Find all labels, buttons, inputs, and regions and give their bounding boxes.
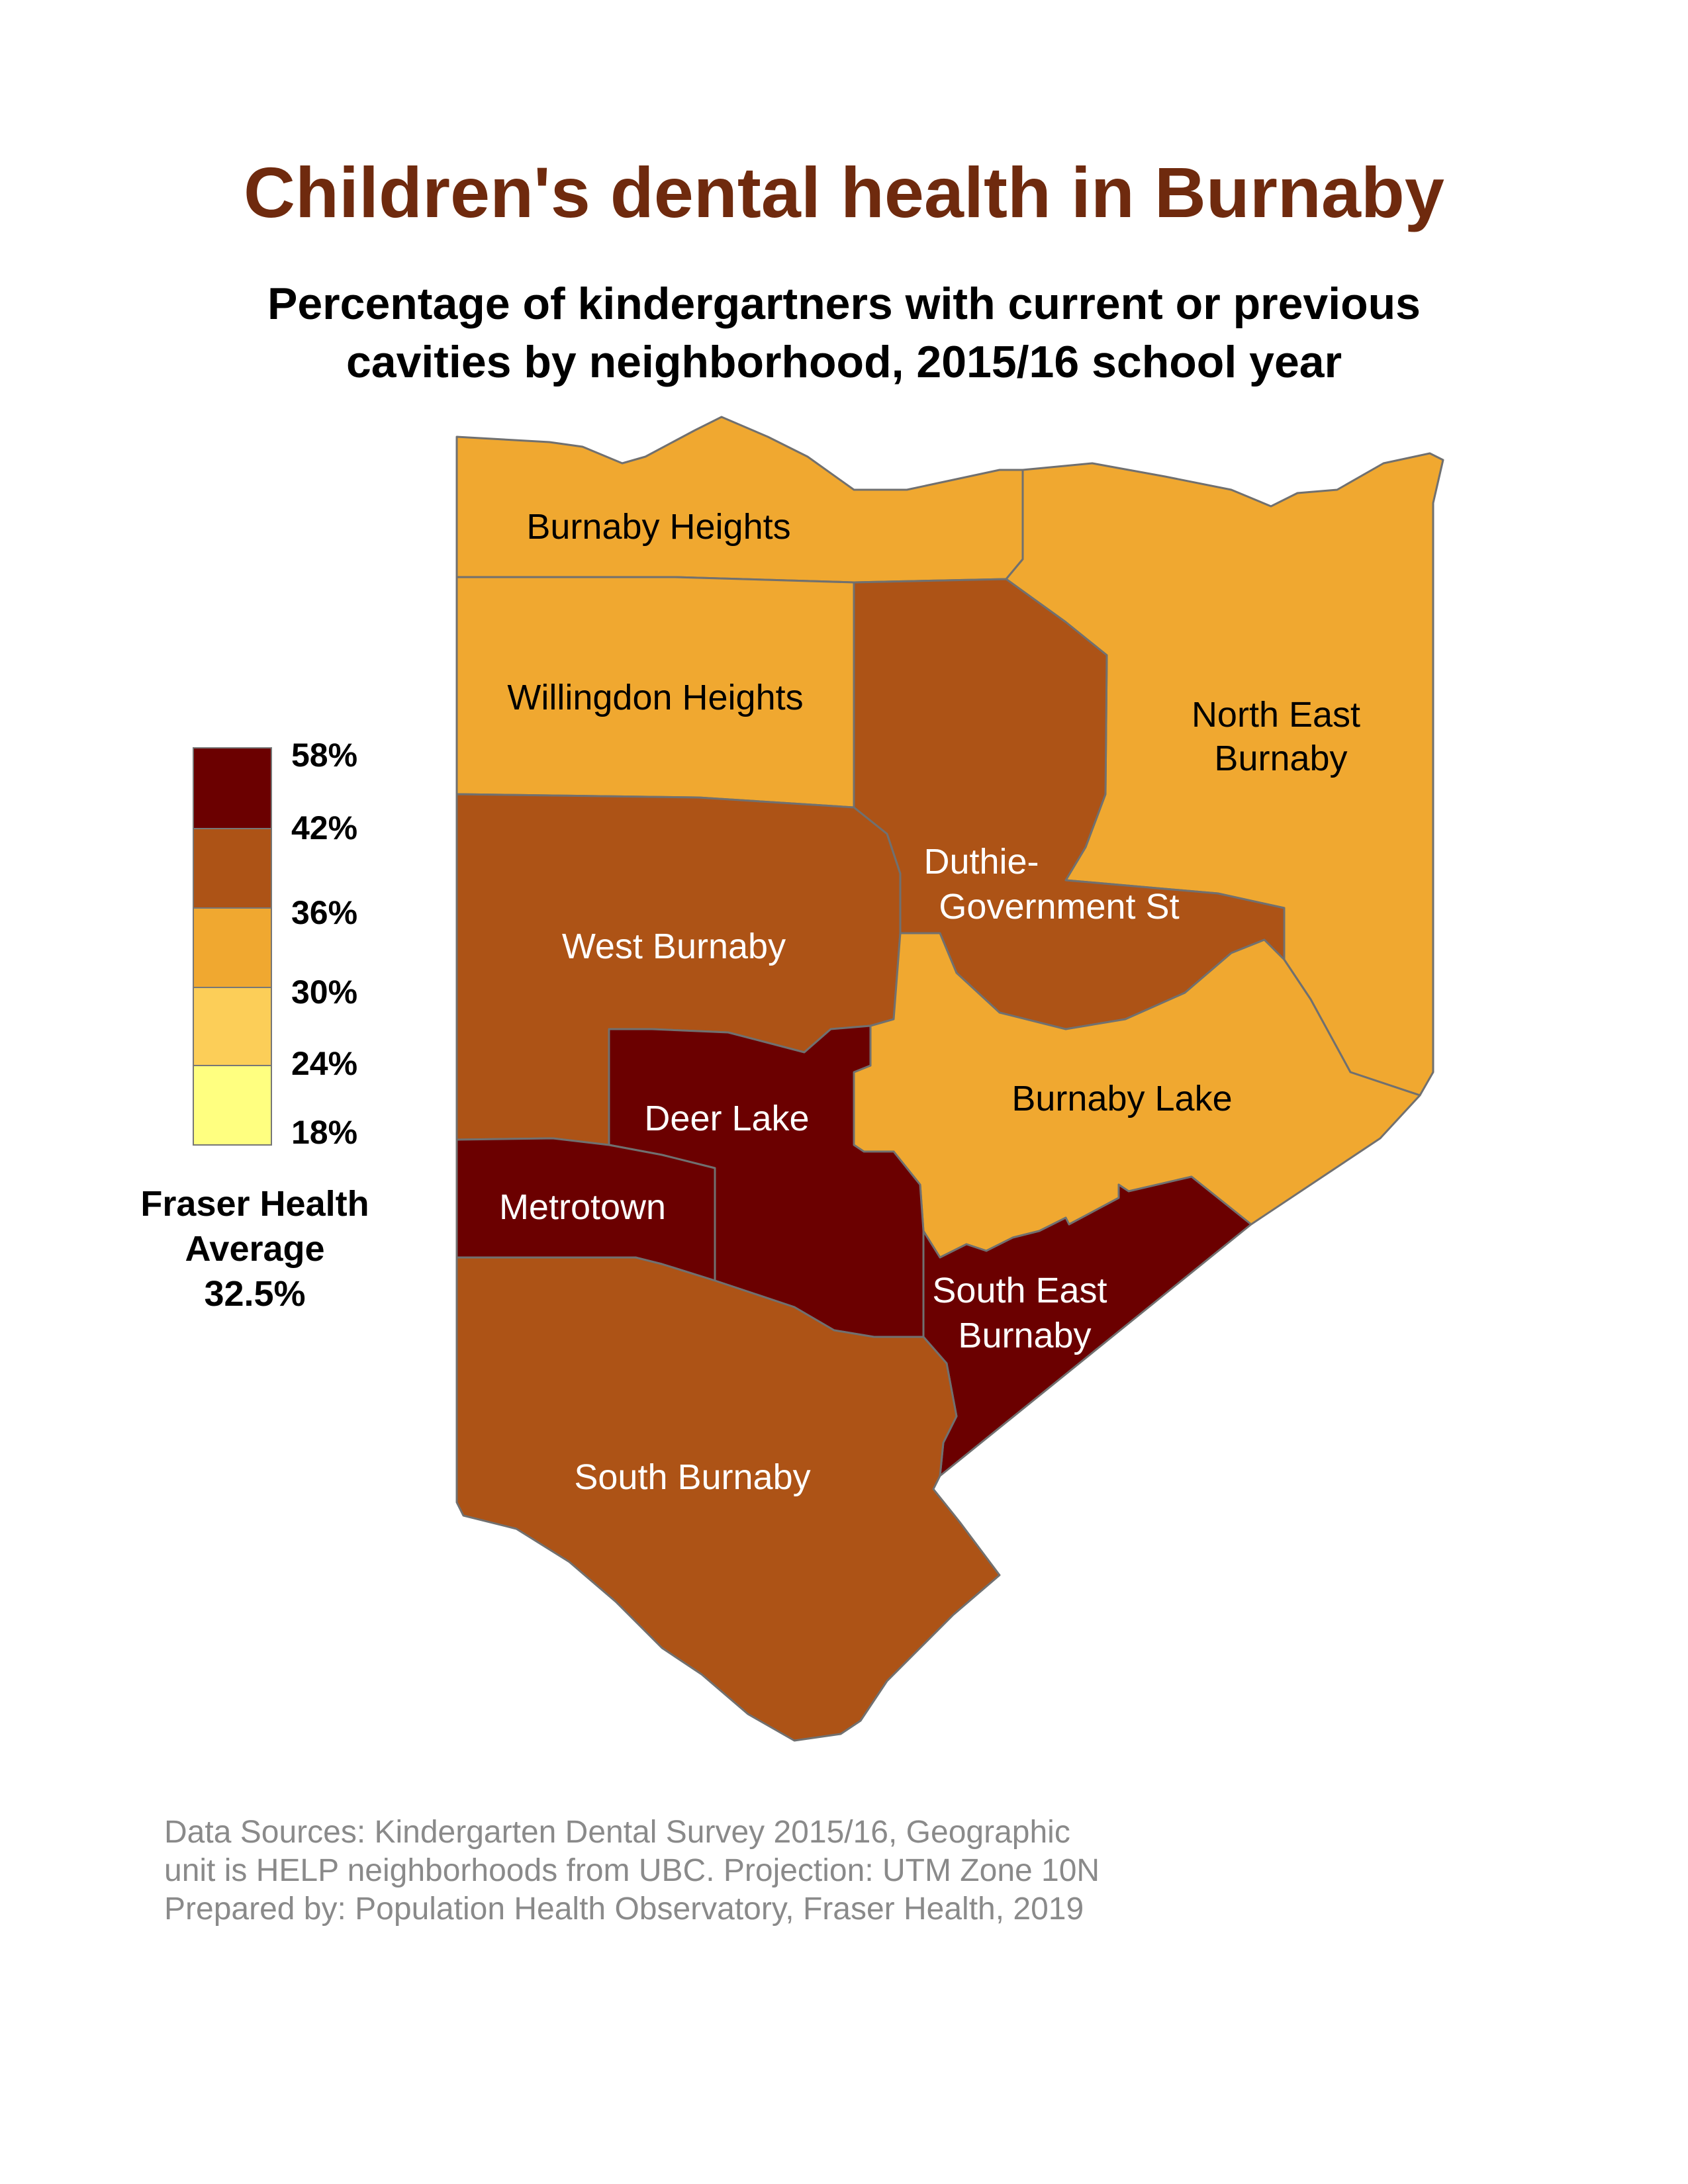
legend	[193, 747, 272, 1146]
subtitle-line-1: Percentage of kindergartners with curren…	[267, 279, 1421, 329]
fraser-health-average: Fraser Health Average 32.5%	[93, 1181, 417, 1316]
map-subtitle: Percentage of kindergartners with curren…	[0, 275, 1688, 391]
region-burnaby-heights	[455, 416, 1024, 584]
legend-swatch-18-24	[193, 1065, 272, 1146]
legend-break-24: 24%	[291, 1045, 358, 1082]
subtitle-line-2: cavities by neighborhood, 2015/16 school…	[346, 337, 1342, 387]
label-south-east-burnaby: South East Burnaby	[932, 1271, 1117, 1355]
legend-swatch-30-36	[193, 907, 272, 988]
average-line-1: Fraser Health	[140, 1184, 369, 1224]
legend-swatch-24-30	[193, 987, 272, 1066]
legend-break-36: 36%	[291, 894, 358, 931]
legend-swatch-36-42	[193, 828, 272, 909]
legend-break-18: 18%	[291, 1114, 358, 1151]
sources-line-2: unit is HELP neighborhoods from UBC. Pro…	[164, 1853, 1100, 1888]
label-deer-lake: Deer Lake	[644, 1099, 809, 1138]
average-line-2: Average	[185, 1229, 325, 1269]
region-south-burnaby	[455, 1256, 1001, 1742]
label-metrotown: Metrotown	[499, 1187, 666, 1227]
label-north-east-burnaby: North East Burnaby	[1192, 695, 1370, 778]
average-value: 32.5%	[204, 1274, 306, 1314]
legend-break-30: 30%	[291, 974, 358, 1011]
data-sources: Data Sources: Kindergarten Dental Survey…	[164, 1813, 1100, 1929]
label-duthie-government: Duthie- Government St	[923, 842, 1179, 927]
sources-line-3: Prepared by: Population Health Observato…	[164, 1891, 1084, 1927]
legend-break-42: 42%	[291, 809, 358, 846]
label-burnaby-heights: Burnaby Heights	[526, 507, 790, 547]
legend-swatch-42-58	[193, 747, 272, 829]
legend-break-58: 58%	[291, 737, 358, 774]
label-south-burnaby: South Burnaby	[574, 1457, 810, 1497]
label-willingdon-heights: Willingdon Heights	[507, 678, 803, 717]
label-west-burnaby: West Burnaby	[562, 927, 786, 966]
map-title: Children's dental health in Burnaby	[244, 152, 1444, 232]
label-burnaby-lake: Burnaby Lake	[1011, 1079, 1232, 1118]
sources-line-1: Data Sources: Kindergarten Dental Survey…	[164, 1815, 1070, 1850]
